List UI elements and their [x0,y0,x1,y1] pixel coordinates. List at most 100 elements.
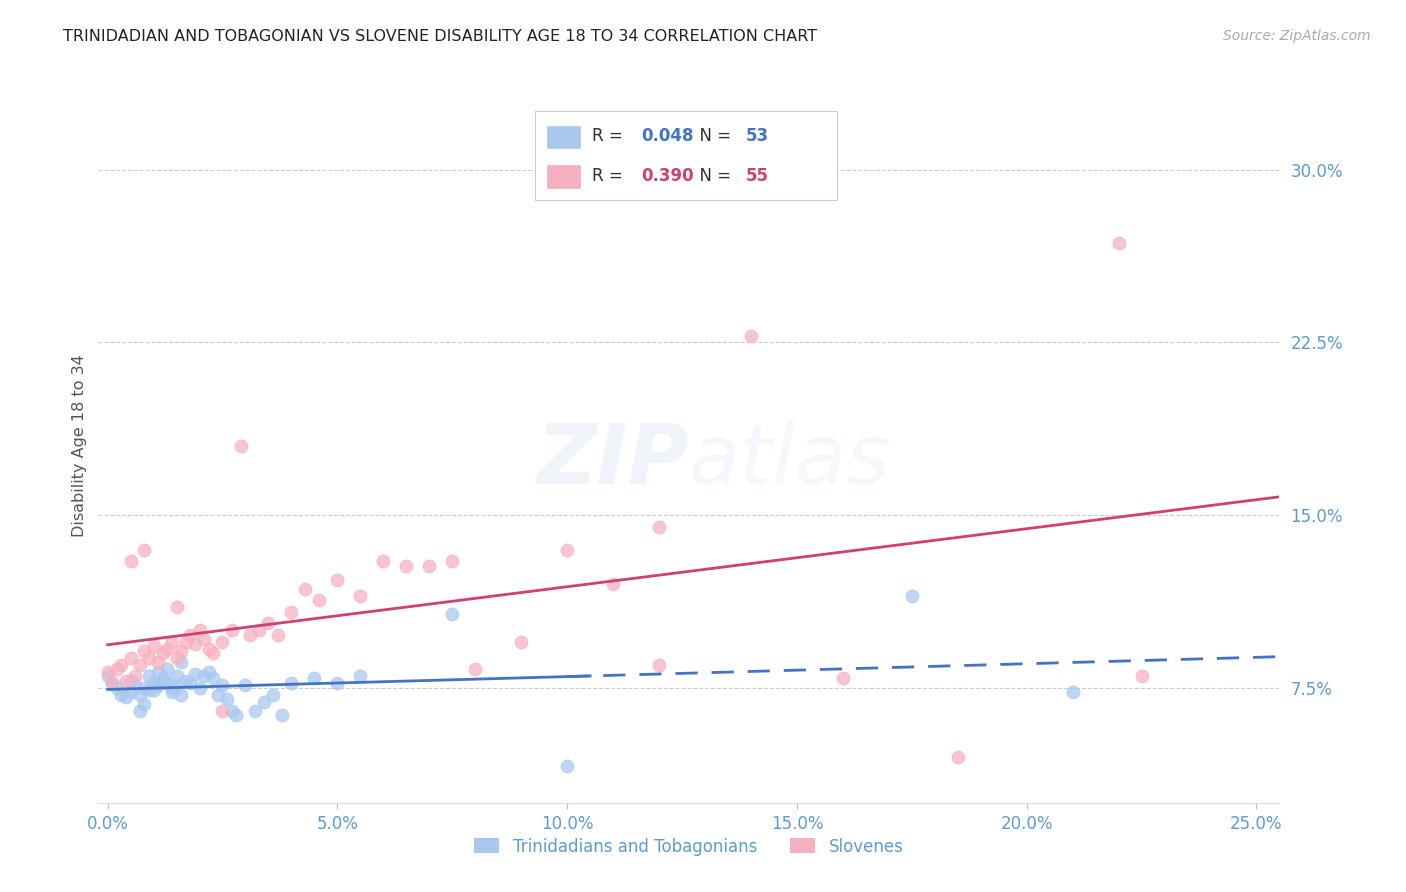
Point [740,328,762,343]
Point [152,646,174,660]
Point [418,558,440,573]
Point [326,676,349,690]
Point [211,678,233,692]
Text: atlas: atlas [689,420,890,500]
Point [142,683,165,698]
Text: TRINIDADIAN AND TOBAGONIAN VS SLOVENE DISABILITY AGE 18 TO 34 CORRELATION CHART: TRINIDADIAN AND TOBAGONIAN VS SLOVENE DI… [63,29,817,44]
Text: N =: N = [689,167,737,185]
Point [146,656,169,670]
Point [179,628,201,642]
Point [152,673,174,688]
Point [211,704,233,718]
Point [193,632,215,647]
FancyBboxPatch shape [547,165,581,187]
Point [197,665,219,679]
Point [120,685,142,699]
Point [217,692,239,706]
Point [174,673,197,688]
Point [202,672,225,686]
Point [97,665,120,679]
Point [105,681,128,695]
Point [225,708,247,723]
Point [308,593,330,607]
Point [464,662,486,676]
Point [247,623,270,637]
Point [138,650,160,665]
Point [166,650,188,665]
Point [207,688,229,702]
Point [115,673,138,688]
Point [134,697,156,711]
Point [202,646,225,660]
Point [373,554,395,568]
Point [156,641,179,656]
Point [555,759,578,773]
Point [156,662,179,676]
Point [184,637,207,651]
Point [152,672,174,686]
Point [510,634,533,648]
Point [294,582,316,596]
Point [138,669,160,683]
Point [235,678,257,692]
Point [174,634,197,648]
Point [156,676,179,690]
Point [146,665,169,679]
Point [304,672,326,686]
FancyBboxPatch shape [536,111,837,200]
Text: 0.048: 0.048 [641,128,695,145]
Point [239,628,262,642]
Point [166,669,188,683]
Point [271,708,294,723]
Point [166,678,188,692]
Text: 53: 53 [745,128,769,145]
Point [128,688,150,702]
Point [262,688,284,702]
Point [146,678,169,692]
Point [142,640,165,654]
Text: Source: ZipAtlas.com: Source: ZipAtlas.com [1223,29,1371,43]
Point [221,704,243,718]
Text: R =: R = [592,128,628,145]
Point [105,662,128,676]
Point [1130,669,1153,683]
Text: R =: R = [592,167,628,185]
Point [110,657,132,672]
Point [124,678,146,692]
Point [266,628,288,642]
Point [134,681,156,695]
Point [120,673,142,688]
Point [229,439,252,453]
Point [179,676,201,690]
Point [602,577,624,591]
Text: N =: N = [689,128,737,145]
Point [134,542,156,557]
Point [441,607,464,621]
Point [138,683,160,698]
Point [901,589,924,603]
Point [253,694,276,708]
FancyBboxPatch shape [547,126,581,148]
Legend: Trinidadians and Tobagonians, Slovenes: Trinidadians and Tobagonians, Slovenes [468,831,910,863]
Point [946,749,969,764]
Y-axis label: Disability Age 18 to 34: Disability Age 18 to 34 [72,355,87,537]
Point [1062,685,1084,699]
Point [188,623,211,637]
Point [120,554,142,568]
Point [1108,236,1130,251]
Point [115,690,138,704]
Point [648,657,671,672]
Point [395,558,418,573]
Point [184,666,207,681]
Point [193,669,215,683]
Point [101,676,124,690]
Point [170,644,193,658]
Point [326,573,349,587]
Point [110,688,132,702]
Point [160,681,183,695]
Point [648,519,671,533]
Point [128,704,150,718]
Point [221,623,243,637]
Point [124,669,146,683]
Point [97,669,120,683]
